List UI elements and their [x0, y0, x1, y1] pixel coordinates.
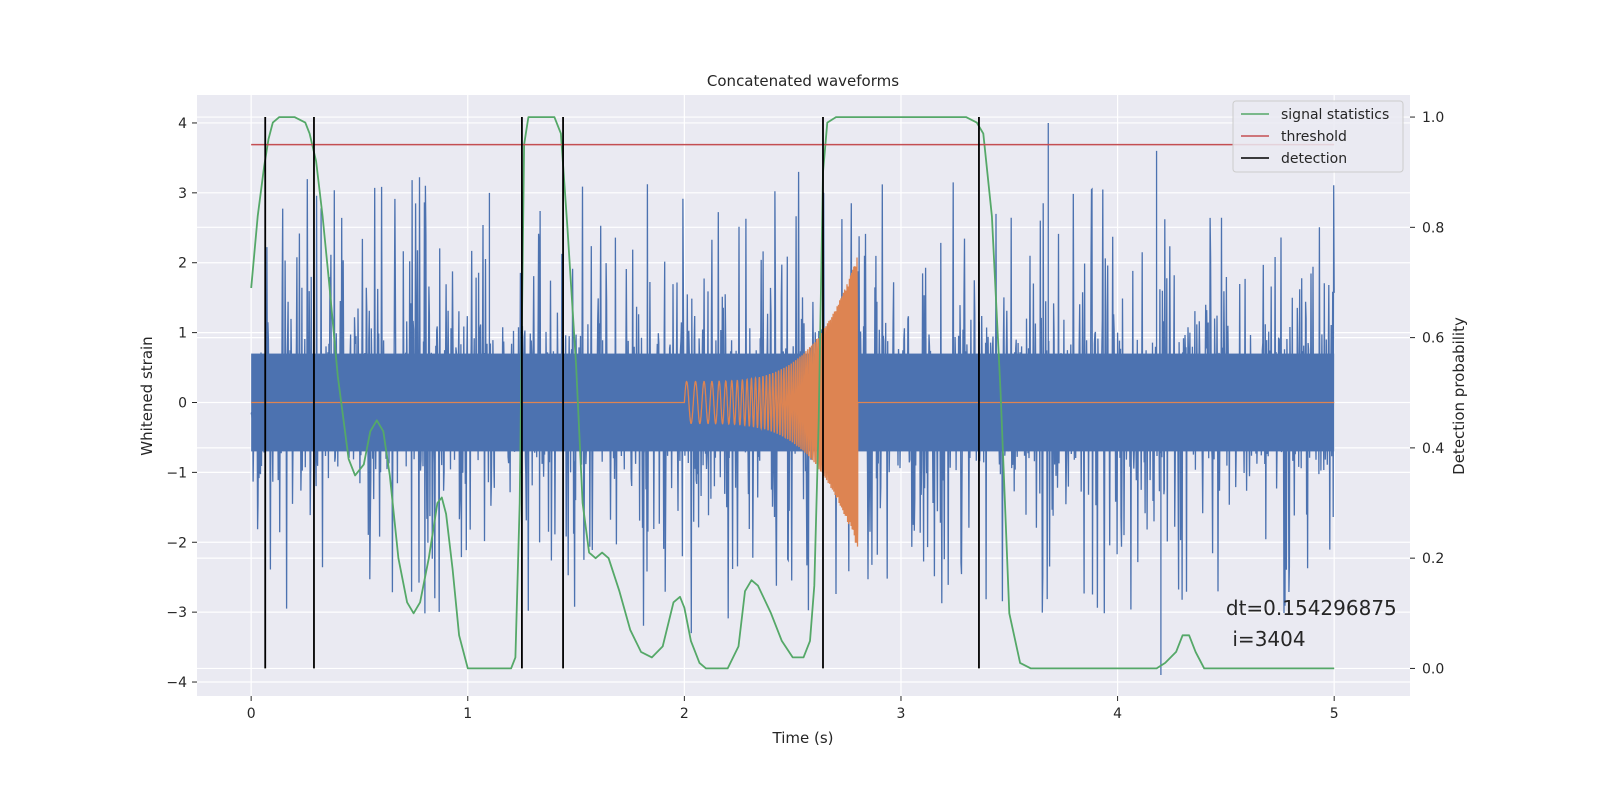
y-tick-label-left: −3 [166, 605, 187, 621]
y-tick-label-right: 0.4 [1422, 441, 1444, 457]
legend: signal statistics threshold detection [1232, 100, 1404, 173]
legend-label-signal-statistics: signal statistics [1281, 107, 1389, 123]
y-tick-label-left: 1 [178, 326, 187, 342]
y-tick-label-left: 3 [178, 186, 187, 202]
y-tick-label-left: −2 [166, 535, 187, 551]
injected-signal-line [251, 257, 1335, 547]
y-axis-label-left: Whitened strain [138, 336, 156, 455]
annotation-i: i=3404 [1232, 627, 1305, 651]
legend-box [1232, 100, 1404, 173]
x-tick-label: 4 [1113, 706, 1122, 722]
y-tick-label-right: 0.8 [1422, 220, 1444, 236]
right-layer [250, 116, 1335, 670]
y-tick-label-right: 0.0 [1422, 661, 1444, 677]
y-tick-label-left: −1 [166, 465, 187, 481]
y-tick-label-right: 0.6 [1422, 331, 1444, 347]
chart-title: Concatenated waveforms [707, 72, 899, 90]
annotation-dt: dt=0.154296875 [1226, 596, 1397, 620]
x-axis-label: Time (s) [772, 729, 834, 747]
y-tick-label-left: −4 [166, 675, 187, 691]
x-tick-label: 2 [680, 706, 689, 722]
x-tick-label: 3 [897, 706, 906, 722]
x-tick-label: 1 [463, 706, 472, 722]
ticks: 0 1 2 3 4 5 −4 −3 −2 −1 0 1 2 3 4 0.0 0.2 0.4 0.6 0.8 1.0 [166, 110, 1444, 722]
legend-label-detection: detection [1281, 151, 1347, 167]
signal-statistics-line [250, 116, 1335, 670]
y-tick-label-right: 0.2 [1422, 551, 1444, 567]
y-tick-label-right: 1.0 [1422, 110, 1444, 126]
legend-label-threshold: threshold [1281, 129, 1347, 145]
x-tick-label: 5 [1330, 706, 1339, 722]
strain-layer [250, 122, 1335, 676]
y-tick-label-left: 4 [178, 116, 187, 132]
y-axis-label-right: Detection probability [1450, 317, 1468, 475]
x-tick-label: 0 [247, 706, 256, 722]
y-tick-label-left: 2 [178, 256, 187, 272]
y-tick-label-left: 0 [178, 395, 187, 411]
